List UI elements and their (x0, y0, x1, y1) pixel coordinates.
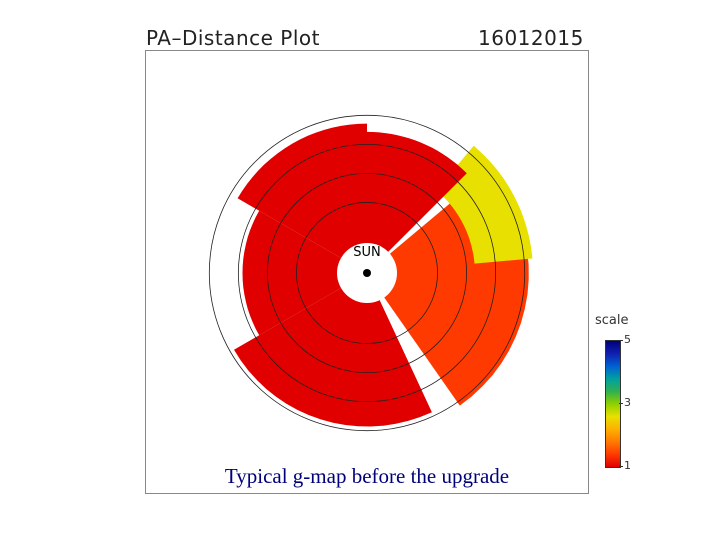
colorbar-tick (619, 465, 623, 467)
plot-date: 16012015 (478, 26, 584, 50)
colorbar (605, 340, 621, 468)
pa-sector (234, 287, 432, 427)
scale-label: scale (595, 313, 629, 328)
figure-caption: Typical g-map before the upgrade (224, 464, 510, 488)
distance-circle (208, 114, 526, 432)
pa-sector (367, 131, 467, 253)
sun-center-dot (363, 269, 371, 277)
colorbar-tick-label: 3 (624, 396, 631, 409)
pa-sector (242, 210, 342, 336)
colorbar-tick-label: 5 (624, 333, 631, 346)
sun-label: SUN (353, 245, 381, 260)
pa-distance-map: SUN (208, 114, 533, 432)
colorbar-tick (619, 339, 623, 341)
plot-title: PA–Distance Plot (146, 26, 320, 50)
distance-circle (267, 173, 467, 373)
distance-circle (296, 202, 438, 344)
pa-sector (237, 123, 367, 259)
distance-circle (237, 143, 497, 403)
colorbar-tick-label: 1 (624, 459, 631, 472)
colorbar-tick (619, 402, 623, 404)
plot-frame: SUN Typical g-map before the upgrade (145, 50, 589, 494)
